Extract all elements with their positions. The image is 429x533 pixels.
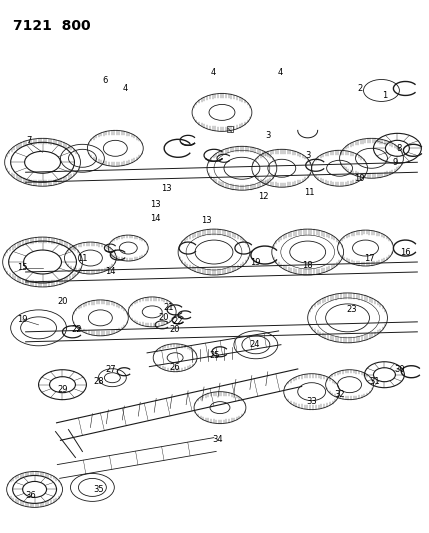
- Text: 13: 13: [201, 216, 211, 224]
- Text: 24: 24: [250, 340, 260, 349]
- Text: 3: 3: [305, 151, 311, 160]
- Text: 19: 19: [17, 316, 28, 325]
- Text: 32: 32: [334, 390, 345, 399]
- Text: 15: 15: [17, 263, 28, 272]
- Text: 18: 18: [302, 261, 313, 270]
- Text: 34: 34: [213, 435, 224, 444]
- Text: 11: 11: [77, 254, 88, 263]
- Text: 16: 16: [400, 247, 411, 256]
- Text: 7: 7: [26, 136, 31, 145]
- Text: 30: 30: [394, 365, 405, 374]
- Text: 19: 19: [250, 257, 260, 266]
- Bar: [227, 126, 233, 132]
- Text: 9: 9: [393, 158, 398, 167]
- Text: 20: 20: [57, 297, 68, 306]
- Text: 20: 20: [158, 313, 169, 322]
- Text: 28: 28: [93, 377, 104, 386]
- Text: 1: 1: [382, 91, 387, 100]
- Text: 25: 25: [210, 351, 220, 360]
- Text: 6: 6: [103, 76, 108, 85]
- Text: 27: 27: [105, 365, 116, 374]
- Text: 13: 13: [161, 184, 172, 193]
- Text: 22: 22: [71, 325, 82, 334]
- Text: 8: 8: [397, 144, 402, 153]
- Text: 10: 10: [354, 174, 365, 183]
- Text: 36: 36: [25, 491, 36, 500]
- Text: 14: 14: [150, 214, 160, 223]
- Text: 23: 23: [346, 305, 357, 314]
- Text: 17: 17: [364, 254, 375, 263]
- Text: 11: 11: [305, 188, 315, 197]
- Text: 4: 4: [210, 68, 216, 77]
- Text: 7121  800: 7121 800: [13, 19, 90, 33]
- Text: 35: 35: [93, 485, 104, 494]
- Text: 12: 12: [259, 192, 269, 201]
- Text: 13: 13: [150, 200, 160, 208]
- Text: 20: 20: [170, 325, 180, 334]
- Text: 21: 21: [163, 303, 173, 312]
- Text: 4: 4: [277, 68, 282, 77]
- Text: 3: 3: [265, 131, 271, 140]
- Text: 22: 22: [173, 317, 183, 326]
- Text: 31: 31: [369, 377, 380, 386]
- Text: 2: 2: [357, 84, 362, 93]
- Text: 14: 14: [105, 268, 115, 277]
- Text: 29: 29: [57, 385, 68, 394]
- Text: 26: 26: [170, 363, 181, 372]
- Text: 4: 4: [123, 84, 128, 93]
- Text: 33: 33: [306, 397, 317, 406]
